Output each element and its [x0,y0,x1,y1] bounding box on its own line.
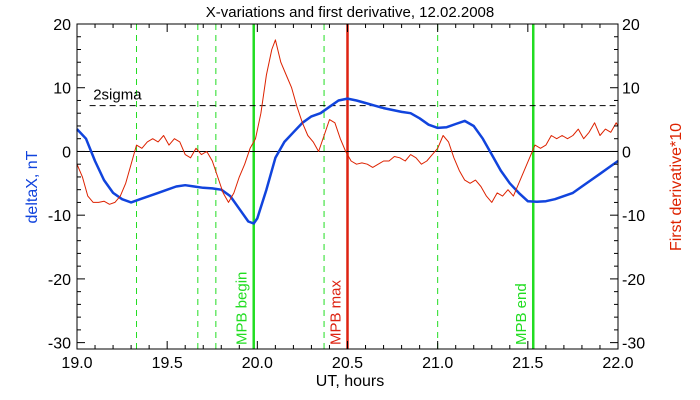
y-tick-label-left-5: 20 [53,17,71,34]
x-tick-label-3: 20.5 [332,355,363,372]
chart-title: X-variations and first derivative, 12.02… [206,4,495,21]
y-axis-label-right: First derivative*10 [668,123,685,251]
y-tick-label-left-3: 0 [62,144,71,161]
y-axis-label-left: deltaX, nT [24,150,41,223]
x-axis-label: UT, hours [316,373,384,390]
y-tick-label-left-1: -20 [48,272,71,289]
y-tick-label-right-2: -10 [622,208,645,225]
vertical-line-label-5: MPB max [328,279,345,345]
series-line-0 [76,97,619,225]
y-tick-label-right-0: -30 [622,336,645,353]
y-tick-label-left-2: -10 [48,208,71,225]
threshold-label: 2sigma [93,87,142,104]
series-layer [76,39,619,225]
y-tick-label-right-4: 10 [622,81,640,98]
axis-ticks: 19.0 19.5 20.0 20.5 21.0 21.5 22.0 -30 -30 -20 -20… [48,17,645,372]
vertical-line-label-7: MPB end [513,283,530,345]
vertical-line-label-3: MPB begin [234,272,251,345]
x-tick-label-2: 20.0 [242,355,273,372]
y-tick-label-left-0: -30 [48,336,71,353]
x-tick-label-6: 22.0 [602,355,633,372]
x-tick-label-5: 21.5 [512,355,543,372]
x-tick-label-4: 21.0 [422,355,453,372]
y-tick-label-right-3: 0 [622,144,631,161]
series-line-1 [76,39,619,205]
vertical-markers: MPB begin MPB max MPB end [136,24,535,349]
x-tick-label-1: 19.5 [152,355,183,372]
x-tick-label-0: 19.0 [61,355,92,372]
y-tick-label-left-4: 10 [53,81,71,98]
y-tick-label-right-5: 20 [622,17,640,34]
y-tick-label-right-1: -20 [622,272,645,289]
